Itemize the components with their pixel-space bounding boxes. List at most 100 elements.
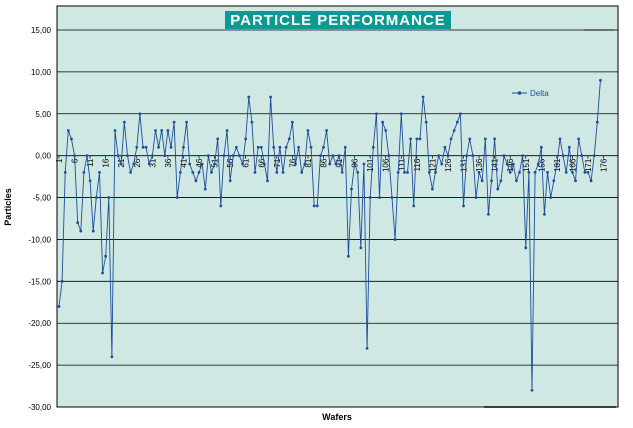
data-point — [518, 171, 521, 174]
data-point — [262, 162, 266, 166]
data-point — [337, 154, 341, 158]
y-axis-ticks: 15,00 10,00 5,00 0,00 -5,00 -10,00 -15,00 -20,0… — [28, 26, 51, 412]
data-point — [197, 171, 201, 174]
x-tick-label: 26 — [133, 158, 142, 167]
x-tick-label: 131 — [460, 158, 469, 172]
data-point — [182, 145, 185, 149]
data-point — [241, 162, 244, 166]
data-point — [468, 137, 472, 141]
data-point — [157, 145, 160, 149]
data-point — [443, 145, 447, 149]
data-point — [527, 171, 531, 174]
x-tick-label: 141 — [491, 158, 500, 172]
data-point — [424, 120, 428, 124]
x-tick-label: 91 — [335, 158, 344, 167]
data-point — [281, 171, 285, 174]
data-point — [194, 179, 198, 183]
x-tick-label: 171 — [584, 158, 593, 172]
data-point — [387, 154, 391, 158]
data-point — [172, 120, 176, 124]
data-point — [318, 154, 322, 158]
data-point — [259, 145, 263, 149]
data-point — [294, 162, 297, 166]
data-point — [483, 137, 487, 141]
data-point — [384, 129, 388, 132]
x-tick-label: 101 — [366, 158, 375, 172]
data-point — [446, 154, 450, 158]
data-point — [213, 162, 216, 166]
data-point — [91, 229, 95, 233]
x-tick-label: 36 — [164, 158, 173, 167]
series-delta — [57, 78, 602, 392]
data-point — [567, 145, 571, 149]
data-point — [88, 179, 92, 183]
data-point — [586, 171, 590, 174]
data-point — [521, 154, 525, 158]
data-point — [477, 171, 481, 174]
data-point — [228, 179, 232, 183]
data-point — [60, 279, 64, 283]
data-point — [487, 212, 490, 216]
data-point — [234, 145, 238, 149]
data-point — [434, 171, 437, 174]
y-tick-label: -15,00 — [28, 277, 51, 286]
data-point — [381, 120, 385, 124]
data-point — [266, 179, 269, 183]
data-point — [589, 179, 593, 183]
data-point — [312, 204, 316, 208]
data-point — [116, 154, 120, 158]
data-point — [309, 145, 313, 149]
data-point — [459, 112, 462, 116]
data-point — [322, 145, 325, 149]
x-tick-label: 86 — [320, 158, 329, 167]
data-point — [378, 196, 381, 199]
data-point — [580, 154, 584, 158]
data-point — [543, 212, 546, 216]
data-point — [210, 171, 213, 174]
data-point — [539, 145, 543, 149]
data-point — [465, 154, 469, 158]
data-point — [328, 162, 332, 166]
data-point — [135, 145, 139, 149]
data-point — [66, 129, 70, 132]
data-point — [278, 145, 282, 149]
data-point — [496, 187, 500, 191]
data-point — [138, 112, 142, 116]
x-axis-title: Wafers — [322, 412, 352, 422]
data-point — [536, 162, 540, 166]
data-point — [353, 162, 357, 166]
x-tick-label: 111 — [397, 158, 406, 171]
data-point — [63, 171, 67, 174]
data-point — [256, 145, 260, 149]
data-point — [371, 145, 375, 149]
data-point — [216, 137, 220, 141]
data-point — [427, 171, 431, 174]
y-axis-title: Particles — [3, 188, 13, 226]
data-point — [511, 162, 515, 166]
data-point — [555, 162, 559, 166]
data-point — [315, 204, 319, 208]
data-point — [253, 171, 257, 174]
data-point — [303, 162, 307, 166]
x-tick-label: 46 — [195, 158, 204, 167]
data-point — [546, 171, 549, 174]
data-point — [396, 171, 400, 174]
data-point — [250, 120, 254, 124]
data-point — [356, 171, 360, 174]
data-point — [222, 154, 226, 158]
data-point — [206, 154, 210, 158]
data-point — [409, 137, 413, 141]
data-point — [76, 221, 80, 225]
data-point — [415, 137, 419, 141]
data-point — [493, 137, 497, 141]
data-point — [571, 171, 574, 174]
data-point — [403, 171, 406, 174]
data-point — [331, 154, 335, 158]
data-point — [583, 171, 587, 174]
legend-swatch-marker — [517, 91, 522, 95]
data-point — [107, 196, 111, 199]
data-point — [70, 137, 73, 141]
data-point — [515, 179, 518, 183]
y-tick-label: 5,00 — [35, 110, 51, 119]
